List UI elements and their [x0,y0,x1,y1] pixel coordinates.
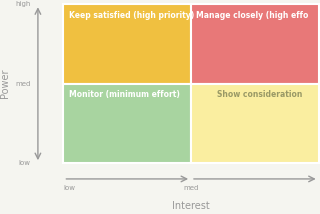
Text: low: low [18,160,30,166]
Text: Power: Power [0,69,10,98]
FancyBboxPatch shape [191,84,319,163]
Text: med: med [15,81,30,87]
Text: Monitor (minimum effort): Monitor (minimum effort) [68,90,180,99]
Text: Show consideration: Show consideration [217,90,302,99]
Text: med: med [183,185,199,191]
Text: low: low [63,185,76,191]
FancyBboxPatch shape [63,84,191,163]
FancyBboxPatch shape [191,4,319,84]
Text: Interest: Interest [172,201,210,211]
Text: high: high [15,1,30,7]
Text: Keep satisfied (high priority): Keep satisfied (high priority) [68,11,194,20]
FancyBboxPatch shape [63,4,191,84]
Text: Manage closely (high effo: Manage closely (high effo [196,11,308,20]
